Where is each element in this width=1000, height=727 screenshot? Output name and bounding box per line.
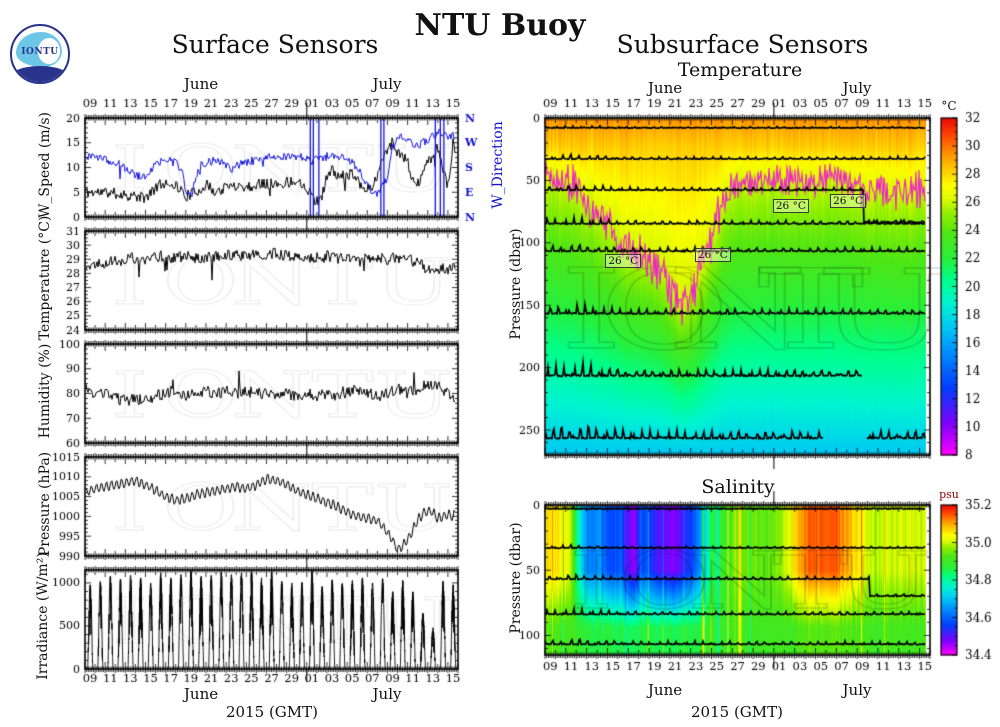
isotherm-annotation: 26 °C bbox=[772, 198, 809, 213]
wind-direction-axis-label: W_Direction bbox=[490, 121, 506, 209]
subsurface-temperature-title: Temperature bbox=[677, 59, 803, 81]
page-title: NTU Buoy bbox=[414, 8, 586, 43]
logo-bottom-arc bbox=[12, 66, 68, 82]
logo-text: IONTU bbox=[21, 46, 59, 57]
irradiance-axis-label: Irradiance (W/m²) bbox=[35, 552, 51, 680]
isotherm-annotation: 26 °C bbox=[605, 253, 642, 268]
month-label-july-top-left: July bbox=[372, 75, 402, 93]
subsurface-sensors-title: Subsurface Sensors bbox=[616, 30, 869, 59]
month-label-july-bottom-right: July bbox=[842, 681, 872, 699]
logo-wave-hole bbox=[37, 38, 61, 65]
x-axis-label-right: 2015 (GMT) bbox=[691, 703, 783, 721]
iontu-logo: IONTU bbox=[10, 24, 70, 84]
month-label-june-top-left: June bbox=[183, 75, 219, 93]
x-axis-label-left: 2015 (GMT) bbox=[226, 703, 318, 721]
temperature-colorbar-unit: °C bbox=[941, 99, 957, 113]
subsurface-temp-pressure-axis-label: Pressure (dbar) bbox=[508, 228, 524, 340]
month-label-june-bottom-right: June bbox=[647, 681, 683, 699]
isotherm-annotation: 26 °C bbox=[830, 193, 867, 208]
surface-sensors-title: Surface Sensors bbox=[171, 30, 379, 59]
isotherm-annotation: 26 °C bbox=[694, 247, 731, 262]
month-label-june-bottom-left: June bbox=[183, 685, 219, 703]
salinity-panel-title: Salinity bbox=[701, 476, 775, 498]
month-label-july-bottom-left: July bbox=[372, 685, 402, 703]
salinity-pressure-axis-label: Pressure (dbar) bbox=[508, 522, 524, 634]
month-label-july-top-right: July bbox=[842, 79, 872, 97]
salinity-colorbar-unit: psu bbox=[939, 488, 959, 501]
month-label-june-top-right: June bbox=[647, 79, 683, 97]
